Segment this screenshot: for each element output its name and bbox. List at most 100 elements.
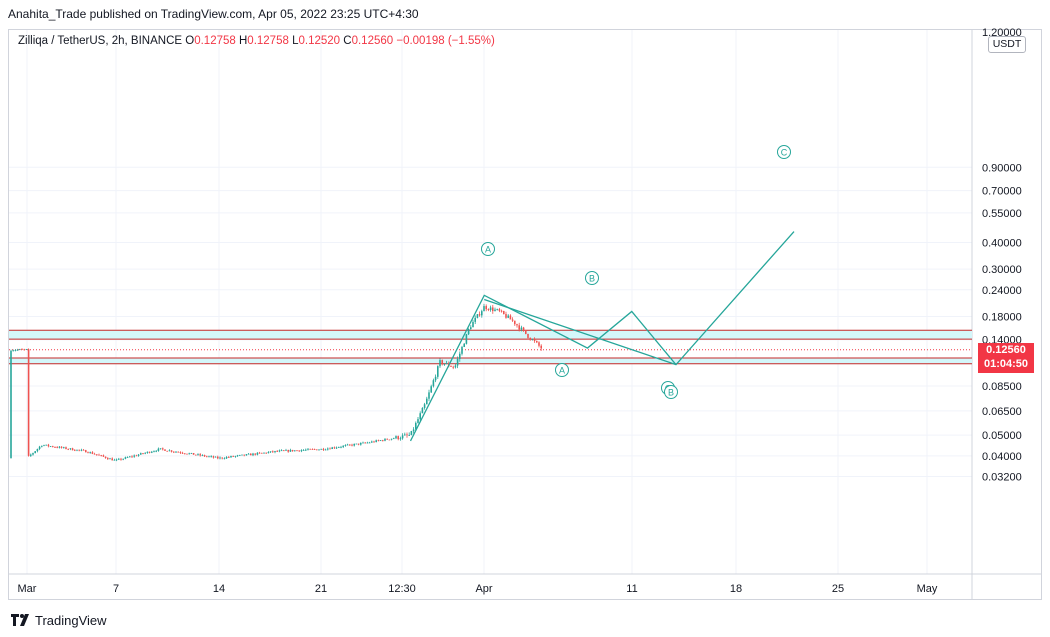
price-tick-label: 0.55000 (982, 208, 1022, 220)
candle-body (63, 447, 65, 449)
wave-label-circle-a[interactable] (481, 242, 495, 256)
wave-label-circle-b[interactable] (585, 271, 599, 285)
candle-body (489, 307, 492, 310)
candle-body (188, 453, 190, 455)
wave-label-circle-a[interactable] (555, 363, 569, 377)
candle-body (247, 453, 250, 455)
candle-body (67, 448, 69, 450)
price-tick-label: 0.04000 (982, 451, 1022, 463)
candle-body (498, 309, 501, 311)
candle-body (78, 449, 80, 451)
candle-body (302, 450, 305, 451)
candle-body (228, 457, 230, 458)
candle-body (384, 438, 386, 441)
candle-body (93, 453, 96, 455)
candle-body (69, 448, 72, 450)
candle-body (522, 327, 525, 331)
candle-body (85, 450, 87, 453)
price-tick-label: 0.18000 (982, 311, 1022, 323)
candle-body (307, 448, 309, 450)
candle-body (397, 436, 399, 440)
candle-body (395, 436, 397, 439)
candle-body (203, 455, 206, 457)
candle-body (34, 451, 36, 454)
candle-body (520, 327, 523, 330)
candle-body (30, 454, 32, 456)
candle-body (470, 327, 472, 330)
candle-body (296, 450, 298, 452)
candle-body (49, 446, 52, 447)
candle-body (509, 315, 512, 320)
price-tick-label: 0.05000 (982, 430, 1022, 442)
price-tick-label: 0.24000 (982, 285, 1022, 297)
candle-body (120, 458, 122, 460)
wave-projection-extended[interactable] (484, 231, 795, 366)
candle-body (82, 449, 85, 451)
candle-body (56, 447, 58, 448)
symbol-name[interactable]: Zilliqa / TetherUS, 2h, BINANCE (18, 35, 183, 47)
candle-body (494, 309, 496, 312)
candle-body (19, 349, 21, 350)
candle-body (142, 453, 144, 454)
candle-body (214, 456, 217, 458)
candle-body (157, 448, 160, 451)
candle-body (309, 448, 311, 450)
candle-body (166, 450, 168, 452)
tradingview-logo-icon[interactable] (10, 612, 32, 628)
wave-projection-abc[interactable] (409, 294, 677, 442)
candle-body (181, 452, 184, 454)
candle-body (131, 456, 133, 458)
candle-body (452, 366, 454, 368)
candle-body (221, 457, 223, 459)
candle-body (487, 309, 490, 310)
candle-body (258, 452, 261, 454)
candle-body (500, 310, 503, 312)
tradingview-brand[interactable]: TradingView (35, 612, 107, 628)
candle-body (503, 311, 505, 315)
candle-body (10, 350, 12, 459)
time-tick-label: Apr (475, 583, 492, 595)
candle-body (32, 453, 34, 455)
zone-2[interactable] (9, 357, 972, 364)
candle-body (269, 451, 272, 453)
zone-1[interactable] (9, 330, 972, 340)
candle-body (190, 452, 193, 454)
candle-body (36, 448, 39, 452)
candle-body (122, 458, 124, 460)
candle-body (100, 455, 102, 456)
candle-body (43, 445, 45, 447)
candle-body (335, 447, 338, 449)
candle-body (256, 452, 259, 455)
currency-selector[interactable]: USDT (988, 36, 1026, 53)
candle-body (225, 457, 228, 459)
candle-body (514, 320, 516, 325)
candle-body (140, 453, 142, 455)
candle-body (243, 454, 245, 456)
candle-body (441, 360, 443, 365)
candle-body (329, 448, 331, 450)
wave-label-circle-c[interactable] (777, 145, 791, 159)
candle-body (96, 454, 98, 456)
candle-body (536, 340, 538, 343)
candle-body (538, 342, 540, 346)
candle-body (278, 450, 281, 452)
candle-body (153, 451, 155, 452)
candle-body (102, 455, 105, 457)
time-tick-label: 12:30 (388, 583, 416, 595)
candle-body (406, 434, 408, 436)
candle-body (104, 456, 107, 459)
candle-body (223, 458, 226, 460)
candle-body (54, 446, 56, 448)
candle-body (12, 350, 14, 352)
candle-body (373, 441, 375, 443)
candle-body (186, 453, 188, 455)
candle-body (265, 452, 267, 454)
candle-body (80, 449, 83, 451)
candle-body (76, 449, 78, 451)
candle-body (318, 449, 320, 451)
time-tick-label: 7 (113, 583, 119, 595)
candle-body (382, 440, 384, 442)
wave-label-circle-b[interactable] (664, 385, 678, 399)
candle-body (421, 407, 424, 414)
